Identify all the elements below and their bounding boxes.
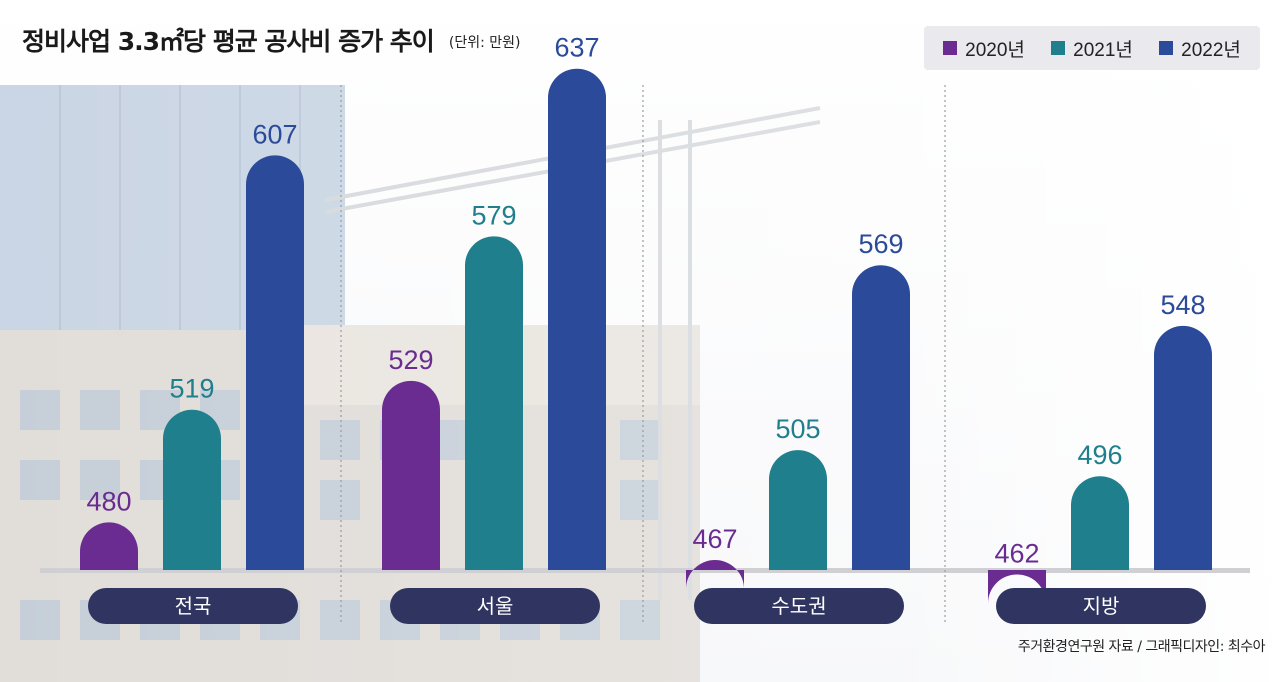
category-pill-3 xyxy=(996,588,1206,624)
bar-3-2020 xyxy=(988,570,1046,604)
category-pill-0 xyxy=(88,588,298,624)
legend-item-2022: 2022년 xyxy=(1159,35,1241,62)
data-label-3-2020: 462 xyxy=(994,538,1039,568)
data-label-3-2022: 548 xyxy=(1160,290,1205,320)
legend-label-2022: 2022년 xyxy=(1181,39,1241,61)
bar-1-2021 xyxy=(465,236,523,570)
bar-1-2022 xyxy=(548,68,606,570)
legend: 2020년 2021년 2022년 xyxy=(924,26,1260,70)
baseline xyxy=(40,568,1250,573)
data-label-1-2021: 579 xyxy=(471,200,516,230)
data-label-2-2022: 569 xyxy=(858,229,903,259)
legend-item-2021: 2021년 xyxy=(1051,35,1133,62)
category-pill-1 xyxy=(390,588,600,624)
category-pill-2 xyxy=(694,588,904,624)
data-label-0-2022: 607 xyxy=(252,119,297,149)
data-label-3-2021: 496 xyxy=(1077,440,1122,470)
bar-1-2020 xyxy=(382,380,440,570)
unit-note: (단위: 만원) xyxy=(448,35,521,51)
data-label-2-2021: 505 xyxy=(775,414,820,444)
category-label-0: 전국 xyxy=(175,594,212,618)
category-label-3: 지방 xyxy=(1083,594,1120,618)
data-label-1-2022: 637 xyxy=(554,33,599,63)
legend-swatch-2021 xyxy=(1051,41,1066,55)
chart-title-block: 정비사업 3.3㎡당 평균 공사비 증가 추이 (단위: 만원) xyxy=(22,22,521,58)
data-label-0-2020: 480 xyxy=(86,486,131,516)
legend-label-2021: 2021년 xyxy=(1073,39,1133,61)
legend-item-2020: 2020년 xyxy=(943,35,1025,62)
data-label-1-2020: 529 xyxy=(388,345,433,375)
bar-3-2021 xyxy=(1071,476,1129,570)
bar-2-2022 xyxy=(852,265,910,570)
bar-0-2021 xyxy=(163,409,221,570)
bar-2-2020 xyxy=(686,560,744,589)
category-label-2: 수도권 xyxy=(771,594,826,618)
bar-0-2022 xyxy=(246,155,304,570)
data-label-2-2020: 467 xyxy=(692,524,737,554)
data-label-0-2021: 519 xyxy=(169,374,214,404)
legend-swatch-2020 xyxy=(943,41,958,55)
bar-3-2022 xyxy=(1154,325,1212,570)
bar-2-2021 xyxy=(769,450,827,570)
bar-0-2020 xyxy=(80,522,138,570)
legend-swatch-2022 xyxy=(1159,41,1174,55)
source-credit: 주거환경연구원 자료 / 그래픽디자인: 최수아 xyxy=(1017,639,1266,655)
category-label-1: 서울 xyxy=(477,594,514,618)
chart-title: 정비사업 3.3㎡당 평균 공사비 증가 추이 xyxy=(22,27,435,56)
legend-label-2020: 2020년 xyxy=(965,39,1025,61)
